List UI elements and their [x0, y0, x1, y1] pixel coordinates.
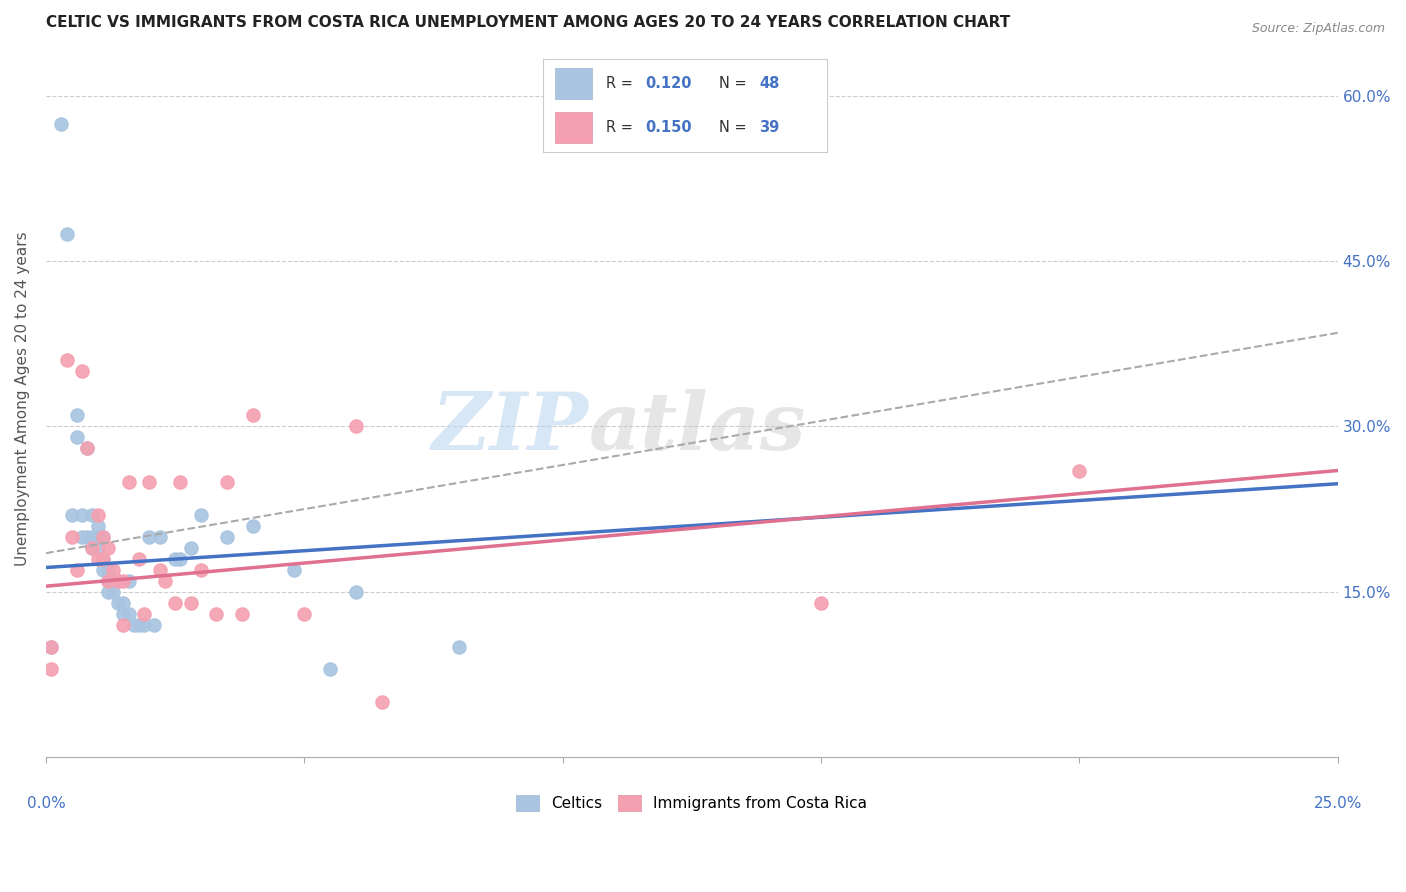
Text: 0.0%: 0.0% [27, 796, 65, 811]
Point [215, 475, 238, 489]
Point [134, 607, 156, 621]
Point [39, 640, 62, 654]
Point [97, 574, 120, 588]
Point [122, 617, 145, 632]
Point [117, 607, 139, 621]
Point [55, 353, 77, 368]
Point [70, 364, 93, 378]
Point [231, 607, 253, 621]
Point [165, 551, 187, 566]
Point [292, 607, 315, 621]
Point [112, 607, 135, 621]
Point [101, 584, 124, 599]
Point [149, 530, 172, 544]
Point [128, 551, 150, 566]
Point [138, 530, 160, 544]
Point [39, 662, 62, 676]
Point [107, 574, 129, 588]
Point [39, 640, 62, 654]
Text: CELTIC VS IMMIGRANTS FROM COSTA RICA UNEMPLOYMENT AMONG AGES 20 TO 24 YEARS CORR: CELTIC VS IMMIGRANTS FROM COSTA RICA UNE… [46, 15, 1011, 30]
Point [86, 508, 108, 522]
Point [169, 551, 191, 566]
Point [344, 419, 367, 434]
Point [97, 574, 120, 588]
Point [70, 530, 93, 544]
Point [128, 617, 150, 632]
Point [143, 617, 166, 632]
Point [76, 442, 98, 456]
Point [810, 596, 832, 610]
Text: ZIP: ZIP [432, 389, 589, 467]
Point [51, 116, 73, 130]
Point [82, 541, 104, 555]
Point [117, 475, 139, 489]
Point [97, 563, 120, 577]
Point [112, 574, 135, 588]
Text: Source: ZipAtlas.com: Source: ZipAtlas.com [1251, 22, 1385, 36]
Point [91, 551, 114, 566]
Point [76, 530, 98, 544]
Point [153, 574, 176, 588]
Point [97, 541, 120, 555]
Point [344, 584, 367, 599]
Point [117, 574, 139, 588]
Point [66, 563, 89, 577]
Point [169, 475, 191, 489]
Point [1069, 463, 1091, 477]
Point [86, 530, 108, 544]
Point [190, 508, 212, 522]
Point [82, 508, 104, 522]
Point [180, 596, 202, 610]
Point [86, 541, 108, 555]
Point [91, 530, 114, 544]
Point [101, 563, 124, 577]
Point [91, 530, 114, 544]
Point [371, 695, 394, 709]
Point [82, 530, 104, 544]
Point [190, 563, 212, 577]
Point [319, 662, 342, 676]
Point [283, 563, 305, 577]
Point [449, 640, 471, 654]
Text: 25.0%: 25.0% [1313, 796, 1362, 811]
Point [107, 574, 129, 588]
Text: atlas: atlas [589, 389, 806, 467]
Point [60, 530, 83, 544]
Point [97, 584, 120, 599]
Point [86, 551, 108, 566]
Point [60, 508, 83, 522]
Legend: Celtics, Immigrants from Costa Rica: Celtics, Immigrants from Costa Rica [510, 789, 873, 817]
Point [101, 574, 124, 588]
Point [76, 442, 98, 456]
Point [101, 574, 124, 588]
Point [242, 409, 264, 423]
Point [112, 596, 135, 610]
Point [205, 607, 228, 621]
Y-axis label: Unemployment Among Ages 20 to 24 years: Unemployment Among Ages 20 to 24 years [15, 232, 30, 566]
Point [91, 563, 114, 577]
Point [138, 475, 160, 489]
Point [55, 227, 77, 241]
Point [134, 617, 156, 632]
Point [242, 518, 264, 533]
Point [66, 409, 89, 423]
Point [107, 596, 129, 610]
Point [165, 596, 187, 610]
Point [66, 430, 89, 444]
Point [97, 563, 120, 577]
Point [180, 541, 202, 555]
Point [82, 541, 104, 555]
Point [86, 518, 108, 533]
Point [215, 530, 238, 544]
Point [91, 551, 114, 566]
Point [70, 508, 93, 522]
Point [112, 617, 135, 632]
Point [149, 563, 172, 577]
